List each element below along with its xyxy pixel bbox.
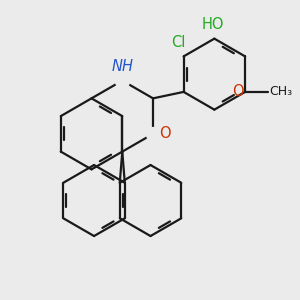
Text: Cl: Cl: [172, 35, 186, 50]
Text: NH: NH: [111, 59, 133, 74]
Text: O: O: [232, 84, 244, 99]
Text: O: O: [160, 126, 171, 141]
Text: CH₃: CH₃: [269, 85, 292, 98]
Text: HO: HO: [202, 17, 224, 32]
